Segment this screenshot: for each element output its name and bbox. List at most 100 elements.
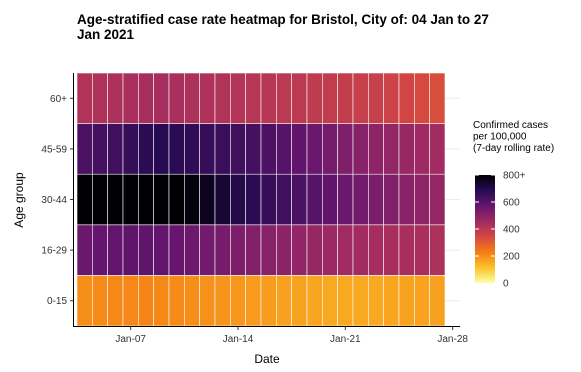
heatmap-cell — [398, 224, 415, 276]
heatmap-cell — [153, 123, 170, 175]
heatmap-cells — [76, 72, 460, 327]
x-tick-label: Jan-07 — [115, 334, 146, 345]
y-tick-label: 60+ — [50, 94, 67, 105]
colorbar-title-line: (7-day rolling rate) — [473, 143, 554, 154]
heatmap-cell — [153, 72, 170, 124]
heatmap-cell — [230, 72, 246, 124]
heatmap-cell — [306, 72, 323, 124]
heatmap-cell — [337, 123, 354, 175]
colorbar-tick-label: 0 — [503, 279, 509, 290]
heatmap-cell — [260, 123, 277, 175]
heatmap-cell — [92, 173, 108, 226]
heatmap-cell — [291, 275, 308, 327]
heatmap-cell — [398, 123, 415, 175]
colorbar-title-line: per 100,000 — [473, 132, 527, 143]
heatmap-cell — [352, 275, 369, 327]
heatmap-cell — [168, 72, 185, 124]
heatmap-cell — [337, 224, 354, 276]
heatmap-cell — [352, 72, 369, 124]
x-tick-label: Jan-14 — [223, 334, 254, 345]
heatmap-cell — [76, 173, 93, 226]
heatmap-cell — [122, 275, 139, 327]
heatmap-cell — [199, 224, 216, 276]
x-axis: Jan-07 Jan-14 Jan-21 Jan-28 — [115, 326, 468, 345]
heatmap-cell — [414, 72, 430, 124]
heatmap-cell — [153, 224, 170, 276]
heatmap-cell — [368, 72, 384, 124]
heatmap-cell — [122, 123, 139, 175]
heatmap-cell — [214, 224, 231, 276]
heatmap-cell — [184, 72, 200, 124]
heatmap-cell — [276, 173, 292, 226]
heatmap-cell — [153, 173, 170, 226]
heatmap-cell — [107, 123, 124, 175]
heatmap-cell — [368, 275, 384, 327]
heatmap-cell — [337, 275, 354, 327]
colorbar-tick-label: 800+ — [503, 171, 526, 182]
heatmap-cell — [107, 173, 124, 226]
y-axis: 0-15 16-29 30-44 45-59 60+ — [41, 94, 73, 307]
heatmap-cell — [230, 123, 246, 175]
heatmap-cell — [245, 72, 262, 124]
heatmap-cell — [337, 72, 354, 124]
heatmap-cell — [322, 123, 338, 175]
heatmap-cell — [383, 123, 400, 175]
heatmap-cell — [352, 123, 369, 175]
heatmap-cell — [214, 173, 231, 226]
heatmap-cell — [199, 72, 216, 124]
heatmap-cell — [383, 275, 400, 327]
heatmap-cell — [245, 224, 262, 276]
heatmap-cell — [322, 224, 338, 276]
heatmap-cell — [368, 123, 384, 175]
heatmap-cell — [322, 72, 338, 124]
heatmap-cell — [184, 275, 200, 327]
heatmap-cell — [230, 224, 246, 276]
heatmap-cell — [306, 173, 323, 226]
colorbar-tick-label: 200 — [503, 252, 520, 263]
heatmap-cell — [368, 173, 384, 226]
chart-title: Age-stratified case rate heatmap for Bri… — [77, 12, 489, 42]
heatmap-cell — [92, 123, 108, 175]
heatmap-cell — [352, 173, 369, 226]
heatmap-cell — [122, 173, 139, 226]
heatmap-cell — [414, 123, 430, 175]
heatmap-cell — [184, 123, 200, 175]
heatmap-cell — [168, 173, 185, 226]
y-axis-label: Age group — [12, 172, 26, 228]
heatmap-cell — [429, 173, 446, 226]
heatmap-cell — [138, 224, 154, 276]
y-tick-label: 30-44 — [41, 195, 67, 206]
heatmap-cell — [306, 123, 323, 175]
heatmap-cell — [168, 275, 185, 327]
heatmap-cell — [383, 224, 400, 276]
heatmap-cell — [92, 275, 108, 327]
heatmap-cell — [107, 224, 124, 276]
heatmap-cell — [337, 173, 354, 226]
heatmap-cell — [306, 224, 323, 276]
heatmap-cell — [199, 173, 216, 226]
colorbar — [475, 175, 495, 283]
heatmap-cell — [245, 275, 262, 327]
heatmap-cell — [414, 275, 430, 327]
heatmap-cell — [122, 224, 139, 276]
heatmap-cell — [383, 173, 400, 226]
heatmap-cell — [368, 224, 384, 276]
heatmap-cell — [138, 72, 154, 124]
y-tick-label: 45-59 — [41, 144, 67, 155]
heatmap-cell — [199, 123, 216, 175]
heatmap-cell — [76, 123, 93, 175]
heatmap-cell — [383, 72, 400, 124]
colorbar-tick-label: 600 — [503, 198, 520, 209]
x-tick-label: Jan-21 — [330, 334, 361, 345]
heatmap-cell — [184, 224, 200, 276]
heatmap-cell — [92, 72, 108, 124]
heatmap-cell — [322, 173, 338, 226]
heatmap-cell — [214, 275, 231, 327]
heatmap-cell — [245, 173, 262, 226]
x-axis-label: Date — [254, 352, 280, 366]
heatmap-cell — [76, 224, 93, 276]
heatmap-cell — [107, 72, 124, 124]
heatmap-cell — [107, 275, 124, 327]
heatmap-cell — [398, 275, 415, 327]
